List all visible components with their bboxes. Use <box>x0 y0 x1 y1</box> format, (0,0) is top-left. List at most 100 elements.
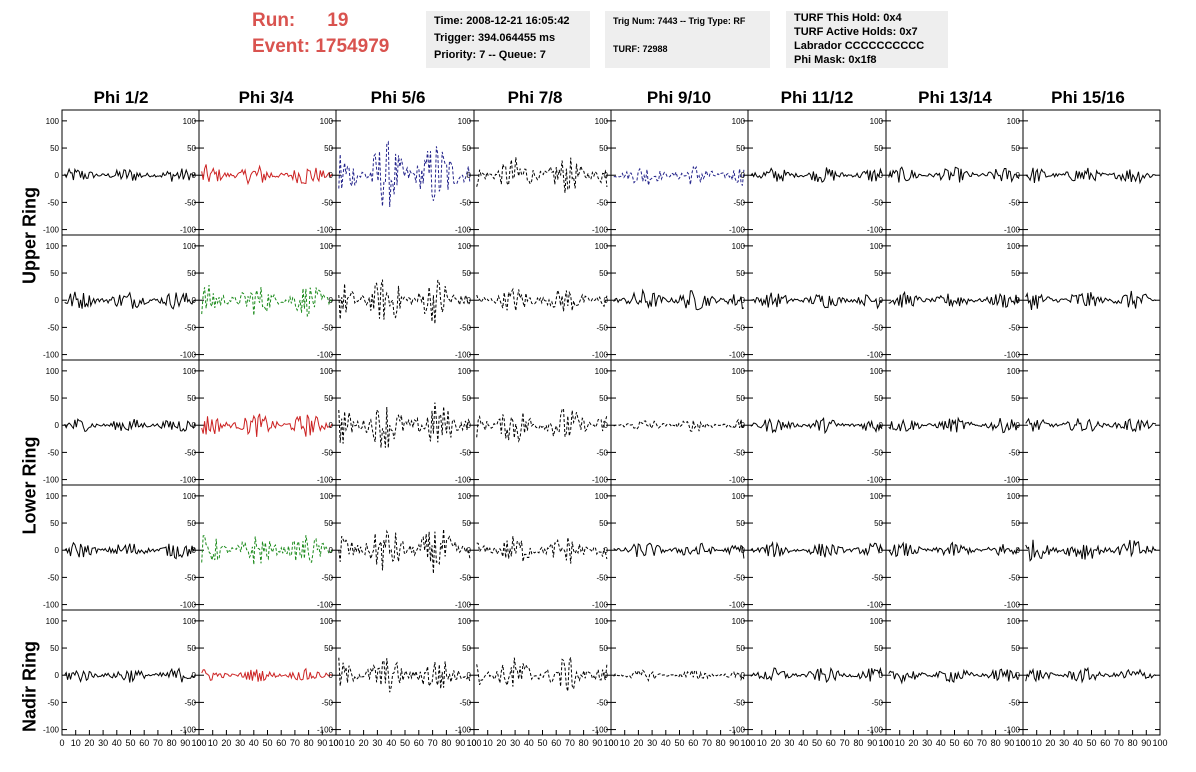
waveform-trace <box>1025 666 1157 684</box>
y-tick-label: -100 <box>592 601 609 610</box>
y-tick-label: -100 <box>317 726 334 735</box>
waveform-trace <box>476 657 608 692</box>
y-tick-label: 100 <box>46 492 60 501</box>
column-header: Phi 13/14 <box>918 88 992 107</box>
waveform-trace <box>1025 167 1157 185</box>
column-header: Phi 15/16 <box>1051 88 1125 107</box>
y-tick-label: 50 <box>736 644 745 653</box>
y-tick-label: 100 <box>320 617 334 626</box>
x-tick-label: 50 <box>537 738 547 748</box>
run-event-box: Run: 19 Event: 1754979 <box>252 8 389 60</box>
x-tick-label: 20 <box>908 738 918 748</box>
x-tick-label: 80 <box>441 738 451 748</box>
y-tick-label: 0 <box>879 671 884 680</box>
y-tick-label: 100 <box>870 367 884 376</box>
waveform-trace <box>64 541 196 560</box>
x-tick-label: 50 <box>674 738 684 748</box>
y-tick-label: 0 <box>55 671 60 680</box>
y-tick-label: 50 <box>462 644 471 653</box>
waveform-trace <box>888 166 1020 184</box>
panel-frame <box>198 609 337 736</box>
x-tick-label: 100 <box>878 738 893 748</box>
y-tick-label: -100 <box>1004 476 1021 485</box>
y-tick-label: 100 <box>320 242 334 251</box>
x-tick-label: 10 <box>895 738 905 748</box>
y-tick-label: -50 <box>596 198 608 207</box>
y-tick-label: -100 <box>729 726 746 735</box>
x-tick-label: 50 <box>400 738 410 748</box>
x-tick-label: 10 <box>757 738 767 748</box>
x-tick-label: 10 <box>345 738 355 748</box>
y-tick-label: 0 <box>1016 546 1021 555</box>
y-tick-label: 0 <box>55 421 60 430</box>
x-tick-label: 70 <box>565 738 575 748</box>
y-tick-label: 50 <box>1011 144 1020 153</box>
y-tick-label: -50 <box>1008 198 1020 207</box>
y-tick-label: 100 <box>595 242 609 251</box>
panel-frame <box>610 109 749 236</box>
y-tick-label: 50 <box>324 394 333 403</box>
x-tick-label: 30 <box>372 738 382 748</box>
trig-info-box: Trig Num: 7443 -- Trig Type: RF TURF: 72… <box>605 11 770 68</box>
x-tick-label: 90 <box>729 738 739 748</box>
y-tick-label: 100 <box>46 367 60 376</box>
y-tick-label: -50 <box>321 448 333 457</box>
turf-active-text: TURF Active Holds: 0x7 <box>794 26 918 38</box>
y-tick-label: 50 <box>50 519 59 528</box>
y-tick-label: -50 <box>596 698 608 707</box>
y-tick-label: 50 <box>874 269 883 278</box>
y-tick-label: -50 <box>733 448 745 457</box>
column-header: Phi 9/10 <box>646 88 712 107</box>
priority-text: Priority: 7 -- Queue: 7 <box>434 49 546 61</box>
y-tick-label: 100 <box>320 492 334 501</box>
x-tick-label: 60 <box>826 738 836 748</box>
y-tick-label: 0 <box>467 296 472 305</box>
y-tick-label: 50 <box>187 519 196 528</box>
y-tick-label: 0 <box>192 171 197 180</box>
y-tick-label: -50 <box>1008 573 1020 582</box>
y-tick-label: -50 <box>733 698 745 707</box>
turf-hold-text: TURF This Hold: 0x4 <box>794 12 902 24</box>
y-tick-label: 50 <box>324 144 333 153</box>
x-tick-label: 20 <box>771 738 781 748</box>
y-tick-label: -100 <box>43 601 60 610</box>
y-tick-label: 100 <box>732 617 746 626</box>
waveform-trace <box>613 668 745 682</box>
y-tick-label: -100 <box>867 351 884 360</box>
y-tick-label: -100 <box>455 476 472 485</box>
panel-frame <box>610 609 749 736</box>
waveform-trace <box>750 540 883 558</box>
x-tick-label: 30 <box>922 738 932 748</box>
y-tick-label: -50 <box>1008 323 1020 332</box>
x-tick-label: 90 <box>867 738 877 748</box>
x-tick-label: 70 <box>153 738 163 748</box>
y-tick-label: 100 <box>1007 242 1021 251</box>
y-tick-label: 50 <box>599 519 608 528</box>
waveform-trace <box>338 529 471 574</box>
waveform-trace <box>476 407 608 443</box>
waveform-trace <box>64 167 196 182</box>
y-tick-label: -50 <box>47 448 59 457</box>
x-tick-label: 90 <box>592 738 602 748</box>
waveform-trace <box>613 165 745 186</box>
y-tick-label: -50 <box>321 573 333 582</box>
y-tick-label: 0 <box>604 171 609 180</box>
waveform-trace <box>64 291 195 310</box>
x-tick-label: 30 <box>1059 738 1069 748</box>
y-tick-label: 0 <box>1016 171 1021 180</box>
y-tick-label: 100 <box>183 117 197 126</box>
panel-frame <box>198 359 337 486</box>
y-tick-label: 50 <box>462 519 471 528</box>
y-tick-label: 100 <box>870 242 884 251</box>
x-tick-label: 50 <box>262 738 272 748</box>
y-tick-label: 0 <box>329 546 334 555</box>
x-tick-label: 40 <box>936 738 946 748</box>
x-tick-label: 60 <box>139 738 149 748</box>
x-tick-label: 100 <box>603 738 618 748</box>
y-tick-label: 100 <box>595 617 609 626</box>
x-tick-label: 30 <box>235 738 245 748</box>
y-tick-label: 100 <box>183 492 197 501</box>
x-tick-label: 70 <box>428 738 438 748</box>
y-tick-label: -100 <box>729 226 746 235</box>
